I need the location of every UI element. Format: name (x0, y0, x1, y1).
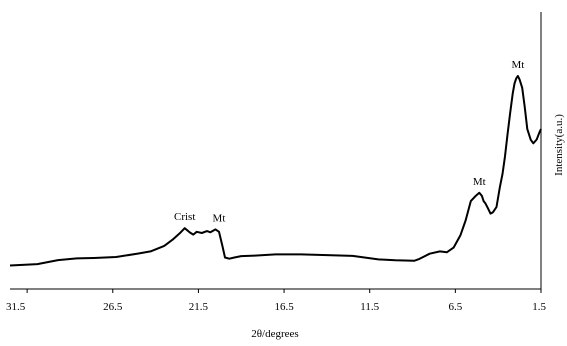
series-line-0 (9, 75, 542, 267)
x-axis-ticks: 31.5 26.5 21.5 16.5 11.5 6.5 1.5 (6, 289, 547, 313)
peak-label: Mt (511, 59, 524, 71)
x-tick-label: 11.5 (360, 301, 379, 313)
peak-label: Mt (473, 176, 486, 188)
plot-frame (10, 12, 542, 290)
x-axis-label: 2θ/degrees (251, 328, 298, 340)
peak-annotations: Crist Mt Mt Mt (174, 59, 524, 224)
series-layer (9, 75, 542, 267)
y-axis-label: Intensity(a.u.) (553, 114, 565, 176)
x-tick-label: 16.5 (274, 301, 294, 313)
x-tick-label: 6.5 (448, 301, 462, 313)
x-tick-label: 1.5 (532, 301, 546, 313)
x-tick-label: 26.5 (103, 301, 123, 313)
peak-label: Mt (213, 212, 226, 224)
peak-label: Crist (174, 211, 195, 223)
x-tick-label: 21.5 (189, 301, 209, 313)
x-tick-label: 31.5 (6, 301, 26, 313)
